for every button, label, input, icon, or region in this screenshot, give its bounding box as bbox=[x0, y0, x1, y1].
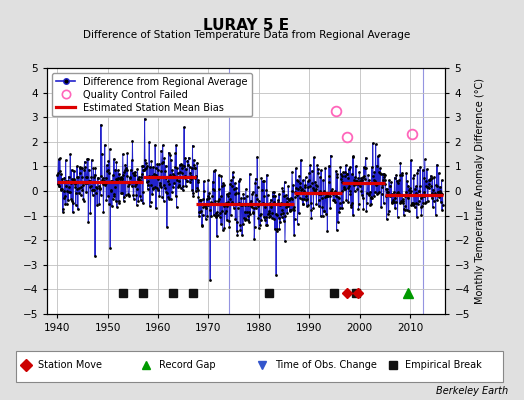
Text: Empirical Break: Empirical Break bbox=[406, 360, 482, 370]
Text: Berkeley Earth: Berkeley Earth bbox=[436, 386, 508, 396]
Y-axis label: Monthly Temperature Anomaly Difference (°C): Monthly Temperature Anomaly Difference (… bbox=[475, 78, 485, 304]
Text: Difference of Station Temperature Data from Regional Average: Difference of Station Temperature Data f… bbox=[83, 30, 410, 40]
Text: Time of Obs. Change: Time of Obs. Change bbox=[275, 360, 376, 370]
Text: Station Move: Station Move bbox=[38, 360, 102, 370]
Text: LURAY 5 E: LURAY 5 E bbox=[203, 18, 289, 33]
Text: Record Gap: Record Gap bbox=[159, 360, 215, 370]
FancyBboxPatch shape bbox=[16, 350, 504, 382]
Legend: Difference from Regional Average, Quality Control Failed, Estimated Station Mean: Difference from Regional Average, Qualit… bbox=[52, 73, 252, 116]
